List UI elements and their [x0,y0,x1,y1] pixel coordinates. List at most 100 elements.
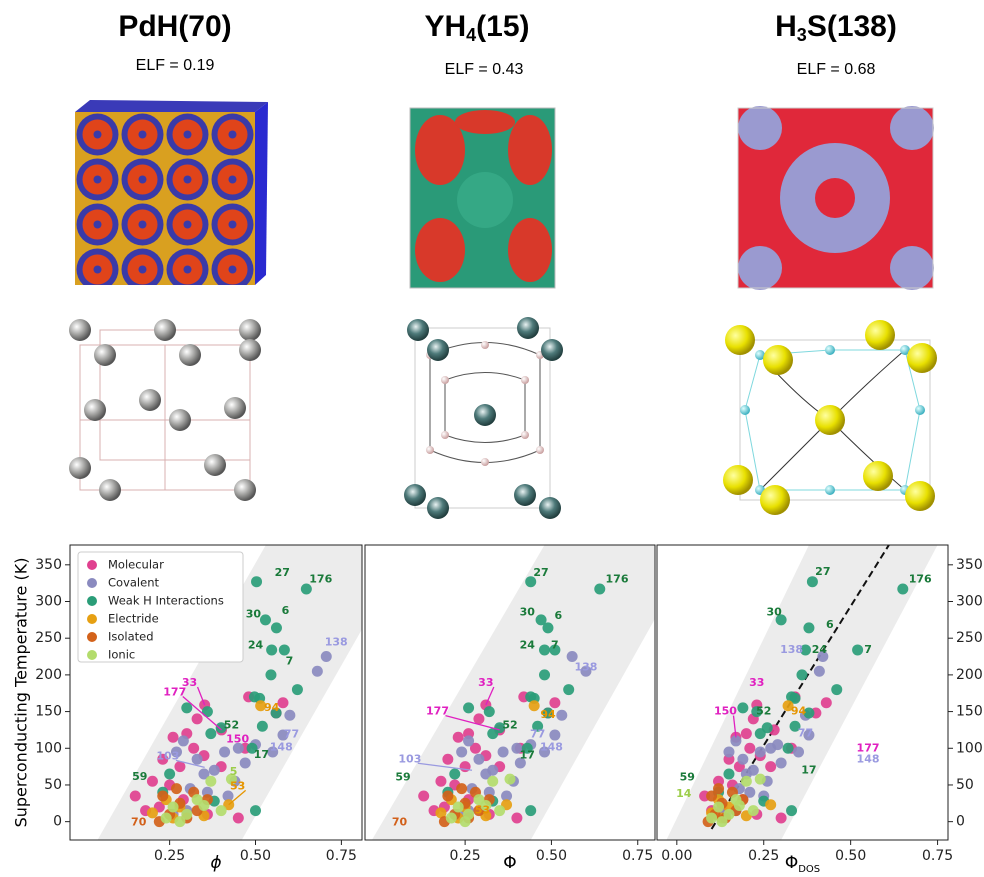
data-point [266,644,277,655]
data-point [556,710,567,721]
data-point [453,732,464,743]
data-point [284,710,295,721]
data-point [765,799,776,810]
chart-panel: 2717630624713833177150521487710317599453… [12,545,411,873]
annotation: 77 [798,727,813,740]
data-point [748,765,759,776]
data-point [418,790,429,801]
data-point [449,768,460,779]
annotation: 77 [530,727,545,740]
annotation: 176 [606,572,629,585]
data-point [776,812,787,823]
data-point [271,622,282,633]
legend-label: Covalent [108,576,159,590]
annotation: 59 [680,771,695,784]
annotation: 30 [520,606,536,619]
h3s-crystal [723,320,937,515]
data-point [748,805,759,816]
annotation: 53 [475,804,490,817]
annotation: 6 [555,609,563,622]
annotation: 52 [502,719,517,732]
legend-marker [87,596,97,606]
x-axis-label: ΦDOS [785,853,820,873]
data-point [473,754,484,765]
data-point [147,807,158,818]
annotation: 148 [540,741,563,754]
title-subscript: 3 [797,25,807,45]
data-point [765,743,776,754]
annotation: 24 [248,639,264,652]
y-tick-label: 0 [956,814,965,830]
annotation: 24 [812,643,828,656]
data-point [713,801,724,812]
annotation: 138 [780,643,803,656]
data-point [539,644,550,655]
pdh-crystal [69,319,261,501]
legend-label: Isolated [108,630,154,644]
data-point [814,666,825,677]
data-point [723,768,734,779]
structure-title: H3S(138) [775,10,897,45]
annotation: 103 [398,752,421,765]
legend-marker [87,614,97,624]
y-tick-label: 200 [35,667,62,683]
y-axis-label: Superconducting Temperature (K) [12,558,31,828]
data-point [563,684,574,695]
pdh-elf-isosurface [75,100,268,285]
annotation: 176 [309,572,332,585]
x-tick-label: 0.75 [922,848,953,864]
annotation: 138 [325,636,348,649]
legend-marker [87,650,97,660]
yh4-elf-isosurface [410,108,555,288]
data-point [456,746,467,757]
annotation: 17 [254,748,269,761]
data-point [442,790,453,801]
chart-panel: 2717630624713833177529477148103175953700… [365,545,696,873]
data-point [776,757,787,768]
annotation: 59 [132,770,147,783]
data-point [251,576,262,587]
data-point [257,721,268,732]
x-tick-label: 0.50 [835,848,866,864]
data-point [456,783,467,794]
yh4-crystal [404,317,563,519]
x-tick-label: 0.75 [622,848,653,864]
data-point [741,728,752,739]
data-point [219,746,230,757]
data-point [796,669,807,680]
x-tick-label: 0.00 [661,848,692,864]
data-point [529,700,540,711]
legend: MolecularCovalentWeak H InteractionsElec… [78,552,243,662]
y-tick-label: 250 [956,630,983,646]
y-tick-label: 250 [35,630,62,646]
data-point [209,765,220,776]
annotation: 33 [478,676,493,689]
annotation: 148 [270,741,293,754]
annotation: 33 [749,676,764,689]
h3s-elf-isosurface [738,106,934,290]
legend-label: Ionic [108,648,135,662]
data-point [487,765,498,776]
data-point [188,743,199,754]
annotation: 70 [131,815,147,828]
x-tick-label: 0.50 [240,848,271,864]
data-point [505,774,516,785]
figure: PdH(70) YH4(15) H3S(138) ELF = 0.19 ELF … [0,0,984,873]
data-point [216,805,227,816]
data-point [744,743,755,754]
elf-label: ELF = 0.43 [445,61,524,78]
data-point [171,783,182,794]
annotation: 27 [275,566,290,579]
legend-marker [87,578,97,588]
title-part: (15) [476,10,529,43]
annotation: 6 [282,604,290,617]
data-point [168,801,179,812]
y-tick-label: 50 [956,777,974,793]
data-point [446,812,457,823]
data-point [511,812,522,823]
annotation: 77 [284,727,299,740]
data-point [783,743,794,754]
annotation: 94 [264,701,280,714]
data-point [205,776,216,787]
x-tick-label: 0.50 [536,848,567,864]
